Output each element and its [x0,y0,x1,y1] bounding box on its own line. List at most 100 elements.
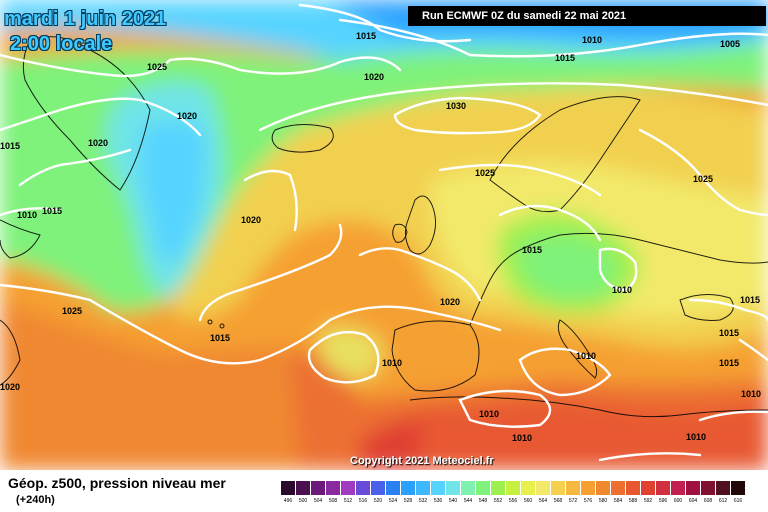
iso-label: 1020 [241,215,261,225]
forecast-range: (+240h) [16,494,55,506]
scale-swatch [506,481,521,495]
iso-label: 1015 [719,328,739,338]
isobars [0,3,768,462]
iso-label: 1010 [686,432,706,442]
iso-label: 1020 [88,138,108,148]
scale-label: 516 [358,498,368,504]
scale-label: 556 [508,498,518,504]
iso-label: 1025 [147,62,167,72]
scale-swatch [716,481,731,495]
scale-swatch [521,481,536,495]
scale-swatch [461,481,476,495]
scale-swatch [401,481,416,495]
iso-label: 1025 [62,306,82,316]
scale-swatch [281,481,296,495]
scale-swatch [371,481,386,495]
scale-swatch [656,481,671,495]
scale-swatch [386,481,401,495]
scale-swatch [686,481,701,495]
iso-label: 1010 [382,358,402,368]
iso-label: 1010 [576,351,596,361]
scale-swatch [446,481,461,495]
scale-label: 504 [313,498,323,504]
iso-label: 1010 [479,409,499,419]
scale-swatch [491,481,506,495]
geopotential-field [0,0,768,470]
iso-label: 1015 [42,206,62,216]
scale-label: 496 [283,498,293,504]
scale-swatch [311,481,326,495]
scale-label: 500 [298,498,308,504]
scale-swatch [551,481,566,495]
scale-swatch [671,481,686,495]
scale-swatch [296,481,311,495]
iso-label: 1010 [612,285,632,295]
scale-label: 508 [328,498,338,504]
pressure-labels: 1015 1010 1005 1015 1025 1020 1030 1020 … [0,31,761,443]
scale-label: 576 [583,498,593,504]
scale-label: 528 [403,498,413,504]
scale-label: 560 [523,498,533,504]
scale-label: 524 [388,498,398,504]
scale-swatch [641,481,656,495]
scale-label: 564 [538,498,548,504]
scale-label: 544 [463,498,473,504]
scale-swatch [356,481,371,495]
iso-label: 1010 [512,433,532,443]
scale-label: 548 [478,498,488,504]
scale-swatch [566,481,581,495]
scale-label: 588 [628,498,638,504]
scale-swatch [581,481,596,495]
iso-label: 1025 [693,174,713,184]
iso-label: 1015 [0,141,20,151]
scale-label: 536 [433,498,443,504]
scale-swatch [326,481,341,495]
scale-swatch [536,481,551,495]
scale-label: 580 [598,498,608,504]
scale-swatch [596,481,611,495]
scale-swatch [731,481,746,495]
scale-swatch [476,481,491,495]
scale-label: 612 [718,498,728,504]
scale-label: 512 [343,498,353,504]
iso-label: 1020 [440,297,460,307]
iso-label: 1015 [522,245,542,255]
scale-swatch [341,481,356,495]
copyright: Copyright 2021 Meteociel.fr [350,455,494,467]
iso-label: 1025 [475,168,495,178]
iso-label: 1010 [582,35,602,45]
scale-label: 540 [448,498,458,504]
scale-label: 596 [658,498,668,504]
forecast-date: mardi 1 juin 2021 [4,8,167,30]
forecast-time: 2:00 locale [10,33,113,55]
iso-label: 1030 [446,101,466,111]
iso-label: 1010 [741,389,761,399]
map-canvas: 1015 1010 1005 1015 1025 1020 1030 1020 … [0,0,768,470]
iso-label: 1010 [17,210,37,220]
scale-label: 552 [493,498,503,504]
iso-label: 1020 [364,72,384,82]
iso-label: 1015 [210,333,230,343]
scale-swatch [431,481,446,495]
iso-label: 1015 [719,358,739,368]
scale-label: 532 [418,498,428,504]
scale-label: 568 [553,498,563,504]
legend-footer: Géop. z500, pression niveau mer (+240h) … [0,470,768,512]
scale-label: 608 [703,498,713,504]
scale-label: 600 [673,498,683,504]
scale-swatch [701,481,716,495]
run-info: Run ECMWF 0Z du samedi 22 mai 2021 [408,6,766,26]
iso-label: 1020 [0,382,20,392]
scale-label: 520 [373,498,383,504]
scale-swatch [611,481,626,495]
scale-swatch [416,481,431,495]
iso-label: 1020 [177,111,197,121]
scale-label: 616 [733,498,743,504]
map-title: Géop. z500, pression niveau mer [8,475,226,491]
scale-label: 592 [643,498,653,504]
iso-label: 1015 [555,53,575,63]
scale-swatch [626,481,641,495]
iso-label: 1005 [720,39,740,49]
scale-label: 572 [568,498,578,504]
weather-map: 1015 1010 1005 1015 1025 1020 1030 1020 … [0,0,768,470]
